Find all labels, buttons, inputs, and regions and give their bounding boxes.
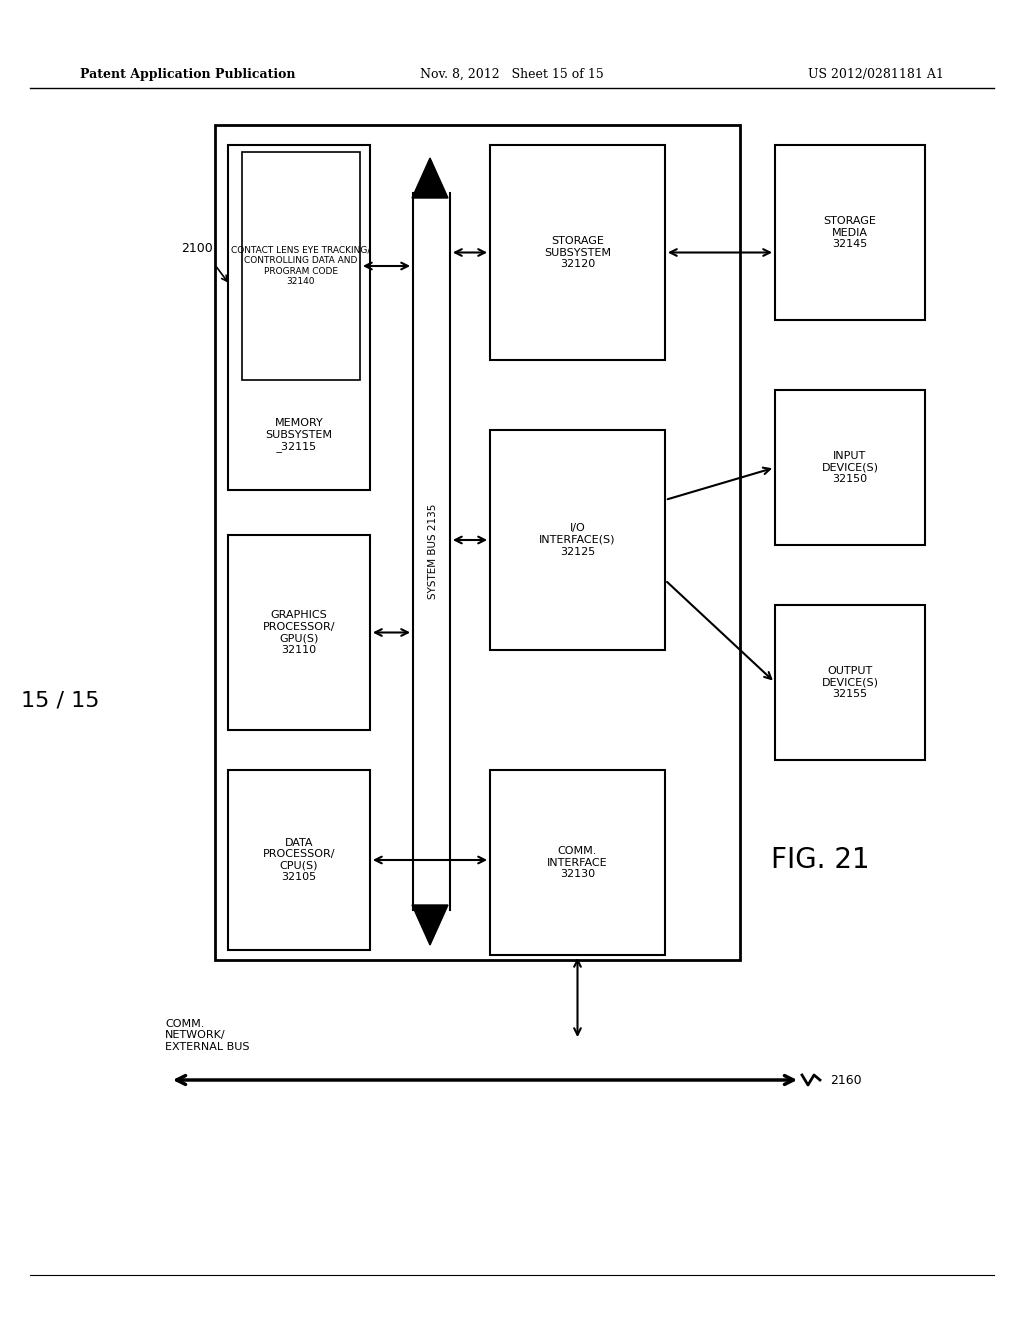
Text: I/O
INTERFACE(S)
32125: I/O INTERFACE(S) 32125	[540, 524, 615, 557]
Text: Nov. 8, 2012   Sheet 15 of 15: Nov. 8, 2012 Sheet 15 of 15	[420, 69, 604, 81]
Text: 2160: 2160	[830, 1073, 861, 1086]
Bar	[228, 770, 370, 950]
Bar	[242, 152, 360, 380]
Text: Patent Application Publication: Patent Application Publication	[80, 69, 296, 81]
Text: STORAGE
SUBSYSTEM
32120: STORAGE SUBSYSTEM 32120	[544, 236, 611, 269]
Text: OUTPUT
DEVICE(S)
32155: OUTPUT DEVICE(S) 32155	[821, 665, 879, 700]
Bar	[775, 389, 925, 545]
Text: 15 / 15: 15 / 15	[20, 690, 99, 710]
Text: SYSTEM BUS 2135: SYSTEM BUS 2135	[428, 504, 438, 599]
Bar	[215, 125, 740, 960]
Bar	[490, 145, 665, 360]
Text: COMM.
NETWORK/
EXTERNAL BUS: COMM. NETWORK/ EXTERNAL BUS	[165, 1019, 250, 1052]
Bar	[775, 145, 925, 319]
Bar	[228, 535, 370, 730]
Polygon shape	[412, 158, 449, 198]
Text: CONTACT LENS EYE TRACKING/
CONTROLLING DATA AND
PROGRAM CODE
32140: CONTACT LENS EYE TRACKING/ CONTROLLING D…	[231, 246, 371, 286]
Text: US 2012/0281181 A1: US 2012/0281181 A1	[808, 69, 944, 81]
Text: INPUT
DEVICE(S)
32150: INPUT DEVICE(S) 32150	[821, 451, 879, 484]
Text: STORAGE
MEDIA
32145: STORAGE MEDIA 32145	[823, 216, 877, 249]
Bar	[490, 770, 665, 954]
Polygon shape	[412, 906, 449, 945]
Bar	[775, 605, 925, 760]
Bar	[228, 145, 370, 490]
Text: DATA
PROCESSOR/
CPU(S)
32105: DATA PROCESSOR/ CPU(S) 32105	[263, 838, 335, 882]
Text: FIG. 21: FIG. 21	[771, 846, 869, 874]
Bar	[490, 430, 665, 649]
Text: 2100: 2100	[181, 242, 213, 255]
Text: MEMORY
SUBSYSTEM
̲32115: MEMORY SUBSYSTEM ̲32115	[265, 418, 333, 451]
Text: COMM.
INTERFACE
32130: COMM. INTERFACE 32130	[547, 846, 608, 879]
Text: GRAPHICS
PROCESSOR/
GPU(S)
32110: GRAPHICS PROCESSOR/ GPU(S) 32110	[263, 610, 335, 655]
